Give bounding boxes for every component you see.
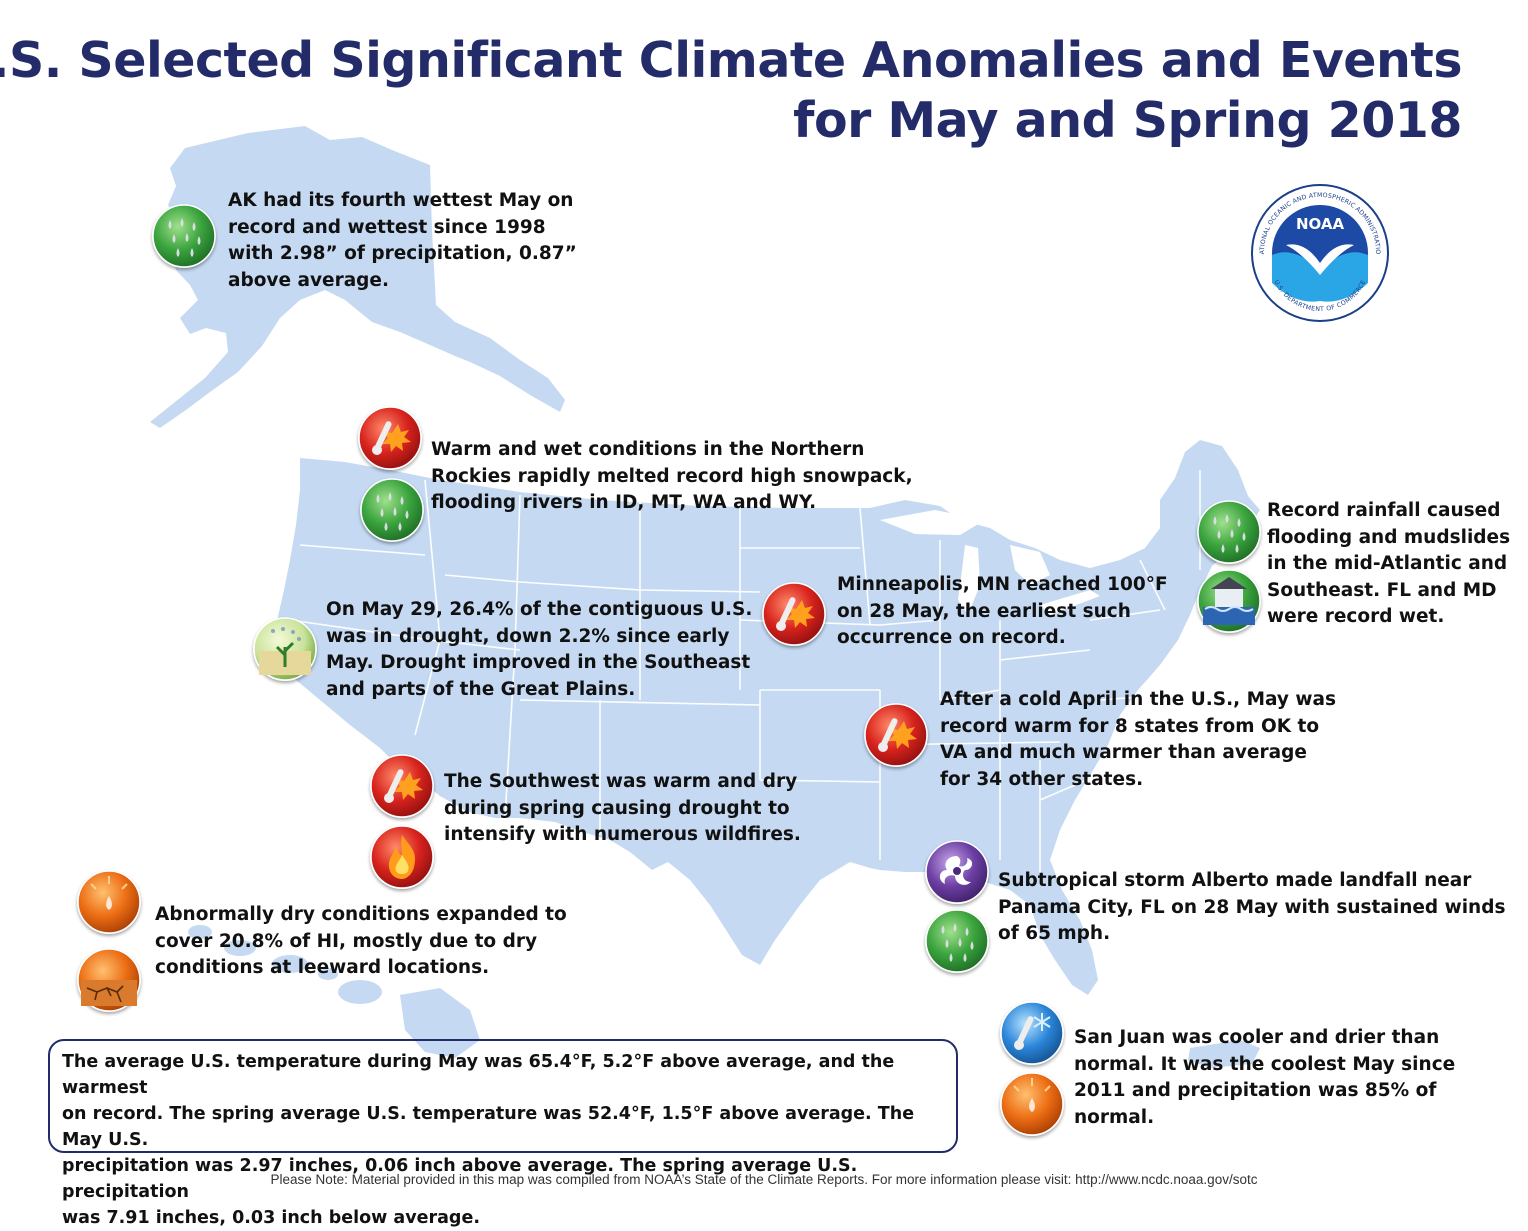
callout-line: with 2.98” of precipitation, 0.87” — [228, 243, 577, 264]
noaa-logo-label: NOAA — [1296, 215, 1345, 233]
contiguous-us-shape — [276, 440, 1260, 995]
callout-line: Southeast. FL and MD — [1267, 579, 1497, 601]
callout-line: 2011 and precipitation was 85% of — [1074, 1080, 1437, 1101]
precipitation-icon — [152, 204, 216, 268]
callout-alaska: AK had its fourth wettest May on record … — [228, 188, 577, 294]
callout-mid-atlantic: Record rainfall caused flooding and muds… — [1267, 498, 1510, 631]
callout-northern-rockies: Warm and wet conditions in the Northern … — [431, 437, 913, 517]
callout-san-juan: San Juan was cooler and drier than norma… — [1074, 1025, 1455, 1131]
callout-line: Record rainfall caused — [1267, 500, 1501, 521]
callout-line: in the mid-Atlantic and — [1267, 553, 1508, 574]
callout-drought: On May 29, 26.4% of the contiguous U.S. … — [326, 597, 752, 703]
national-summary-box: The average U.S. temperature during May … — [48, 1039, 958, 1228]
noaa-logo: NOAA NATIONAL OCEANIC AND ATMOSPHERIC AD… — [1250, 183, 1389, 322]
callout-line: above average. — [228, 269, 389, 291]
page-title: U.S. Selected Significant Climate Anomal… — [0, 32, 1463, 89]
precipitation-icon — [360, 478, 424, 542]
lake-michigan — [958, 545, 980, 615]
summary-line: on record. The spring average U.S. tempe… — [62, 1104, 915, 1150]
callout-line: Subtropical storm Alberto made landfall … — [998, 870, 1472, 891]
callout-line: flooding rivers in ID, MT, WA and WY. — [431, 492, 817, 513]
callout-line: on 28 May, the earliest such — [837, 600, 1131, 622]
summary-line: was 7.91 inches, 0.03 inch below average… — [62, 1208, 480, 1228]
callout-line: cover 20.8% of HI, mostly due to dry — [155, 930, 538, 952]
callout-line: The Southwest was warm and dry — [444, 771, 798, 792]
callout-line: Minneapolis, MN reached 100°F — [837, 574, 1168, 595]
dryness-icon — [77, 870, 141, 934]
callout-southwest: The Southwest was warm and dry during sp… — [444, 769, 801, 849]
callout-line: and parts of the Great Plains. — [326, 678, 636, 700]
heat-icon — [762, 582, 826, 646]
callout-line: intensify with numerous wildfires. — [444, 824, 801, 845]
drought-improvement-icon — [253, 617, 317, 681]
callout-line: Rockies rapidly melted record high snowp… — [431, 465, 913, 487]
lake-erie — [1040, 590, 1100, 615]
callout-minneapolis: Minneapolis, MN reached 100°F on 28 May,… — [837, 572, 1168, 652]
callout-line: were record wet. — [1267, 606, 1445, 627]
callout-line: Abnormally dry conditions expanded to — [155, 904, 567, 925]
flood-icon — [1197, 569, 1261, 633]
callout-line: After a cold April in the U.S., May was — [940, 689, 1336, 710]
summary-line: precipitation was 2.97 inches, 0.06 inch… — [62, 1156, 858, 1202]
callout-line: normal. — [1074, 1106, 1155, 1128]
cool-icon — [1000, 1001, 1064, 1065]
callout-hawaii: Abnormally dry conditions expanded to co… — [155, 902, 567, 982]
callout-line: record and wettest since 1998 — [228, 216, 546, 238]
callout-line: San Juan was cooler and drier than — [1074, 1027, 1440, 1048]
callout-line: flooding and mudslides — [1267, 526, 1511, 548]
lake-superior — [880, 510, 985, 535]
callout-line: Warm and wet conditions in the Northern — [431, 439, 865, 460]
heat-icon — [358, 406, 422, 470]
callout-line: of 65 mph. — [998, 923, 1111, 944]
callout-line: On May 29, 26.4% of the contiguous U.S. — [326, 599, 753, 620]
lake-huron — [1010, 545, 1050, 585]
callout-line: normal. It was the coolest May since — [1074, 1053, 1456, 1075]
precipitation-icon — [925, 909, 989, 973]
dryness-icon — [1000, 1072, 1064, 1136]
callout-line: during spring causing drought to — [444, 797, 790, 819]
callout-line: AK had its fourth wettest May on — [228, 190, 574, 211]
heat-icon — [864, 703, 928, 767]
callout-line: occurrence on record. — [837, 627, 1066, 648]
callout-warm-may: After a cold April in the U.S., May was … — [940, 687, 1336, 793]
puerto-rico-shape — [1188, 1040, 1260, 1068]
callout-line: May. Drought improved in the Southeast — [326, 652, 751, 673]
callout-line: VA and much warmer than average — [940, 742, 1307, 763]
wildfire-icon — [370, 825, 434, 889]
us-map — [150, 126, 1260, 1068]
callout-alberto: Subtropical storm Alberto made landfall … — [998, 868, 1505, 948]
tropical-storm-icon — [925, 840, 989, 904]
drought-icon — [77, 948, 141, 1012]
footnote: Please Note: Material provided in this m… — [270, 1172, 1258, 1187]
precipitation-icon — [1197, 500, 1261, 564]
alaska-shape — [150, 126, 565, 428]
callout-line: Panama City, FL on 28 May with sustained… — [998, 896, 1506, 918]
callout-line: for 34 other states. — [940, 768, 1144, 790]
callout-line: was in drought, down 2.2% since early — [326, 625, 730, 647]
callout-line: conditions at leeward locations. — [155, 957, 490, 978]
page-subtitle: for May and Spring 2018 — [793, 92, 1462, 149]
heat-icon — [370, 754, 434, 818]
callout-line: record warm for 8 states from OK to — [940, 715, 1320, 737]
summary-line: The average U.S. temperature during May … — [62, 1052, 895, 1098]
